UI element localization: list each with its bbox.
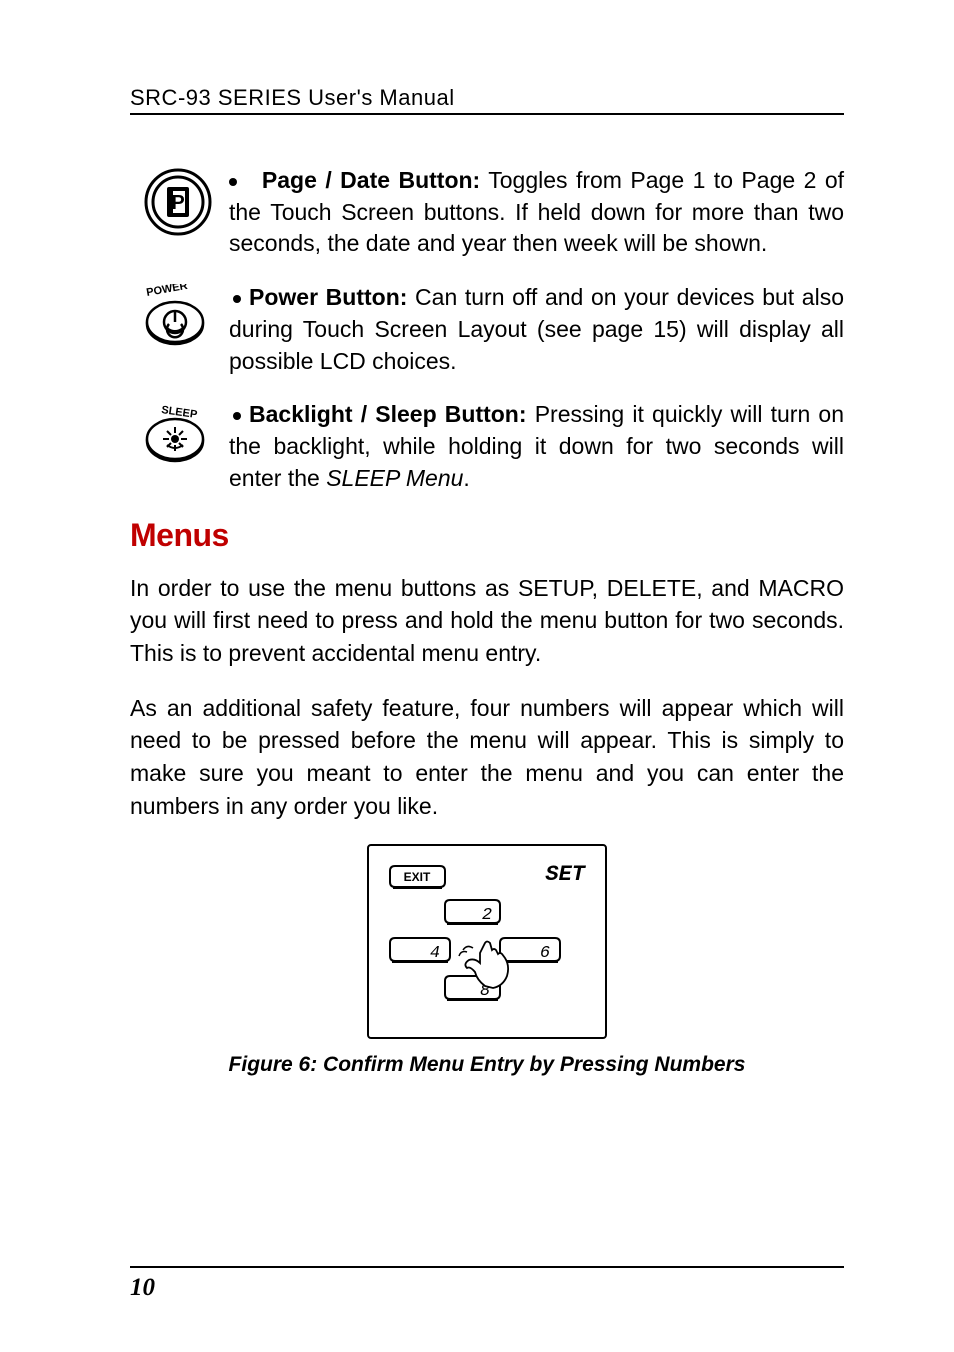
bullet-sleep: SLEEP Backlight / Sleep Button: Pressing… [130,399,844,494]
bullet-dot [233,295,241,303]
header-title: SRC-93 SERIES User's Manual [130,85,455,110]
bullet-page-date: P Page / Date Button: Toggles from Page … [130,165,844,260]
page-number: 10 [130,1274,155,1301]
bullet-text: Backlight / Sleep Button: Pressing it qu… [225,399,844,494]
bullet-label: Page / Date Button: [262,167,480,193]
bullet-power: POWER Power Button: Can turn off and on … [130,282,844,377]
svg-text:EXIT: EXIT [404,870,431,884]
svg-text:6: 6 [540,944,550,963]
bullet-italic: SLEEP Menu [326,465,463,491]
power-icon: POWER [130,282,225,354]
page-footer: 10 [130,1266,844,1302]
menus-para2: As an additional safety feature, four nu… [130,692,844,823]
sleep-icon: SLEEP [130,399,225,471]
svg-text:POWER: POWER [145,284,188,299]
menus-heading: Menus [130,517,844,554]
bullet-label: Backlight / Sleep Button: [249,401,527,427]
bullet-dot [229,178,237,186]
svg-text:4: 4 [430,944,440,963]
bullet-text: Page / Date Button: Toggles from Page 1 … [225,165,844,260]
page-date-icon: P [130,165,225,237]
figure-6: SET EXIT 2 4 6 8 [130,844,844,1077]
bullet-text: Power Button: Can turn off and on your d… [225,282,844,377]
bullet-suffix: . [463,465,469,491]
page-header: SRC-93 SERIES User's Manual [130,85,844,115]
menus-para1: In order to use the menu buttons as SETU… [130,572,844,670]
lcd-set-label: SET [545,862,586,887]
svg-text:P: P [171,192,184,214]
lcd-screen: SET EXIT 2 4 6 8 [367,844,607,1039]
bullet-dot [233,412,241,420]
bullet-label: Power Button: [249,284,407,310]
svg-text:2: 2 [482,906,492,925]
figure-caption: Figure 6: Confirm Menu Entry by Pressing… [130,1053,844,1077]
